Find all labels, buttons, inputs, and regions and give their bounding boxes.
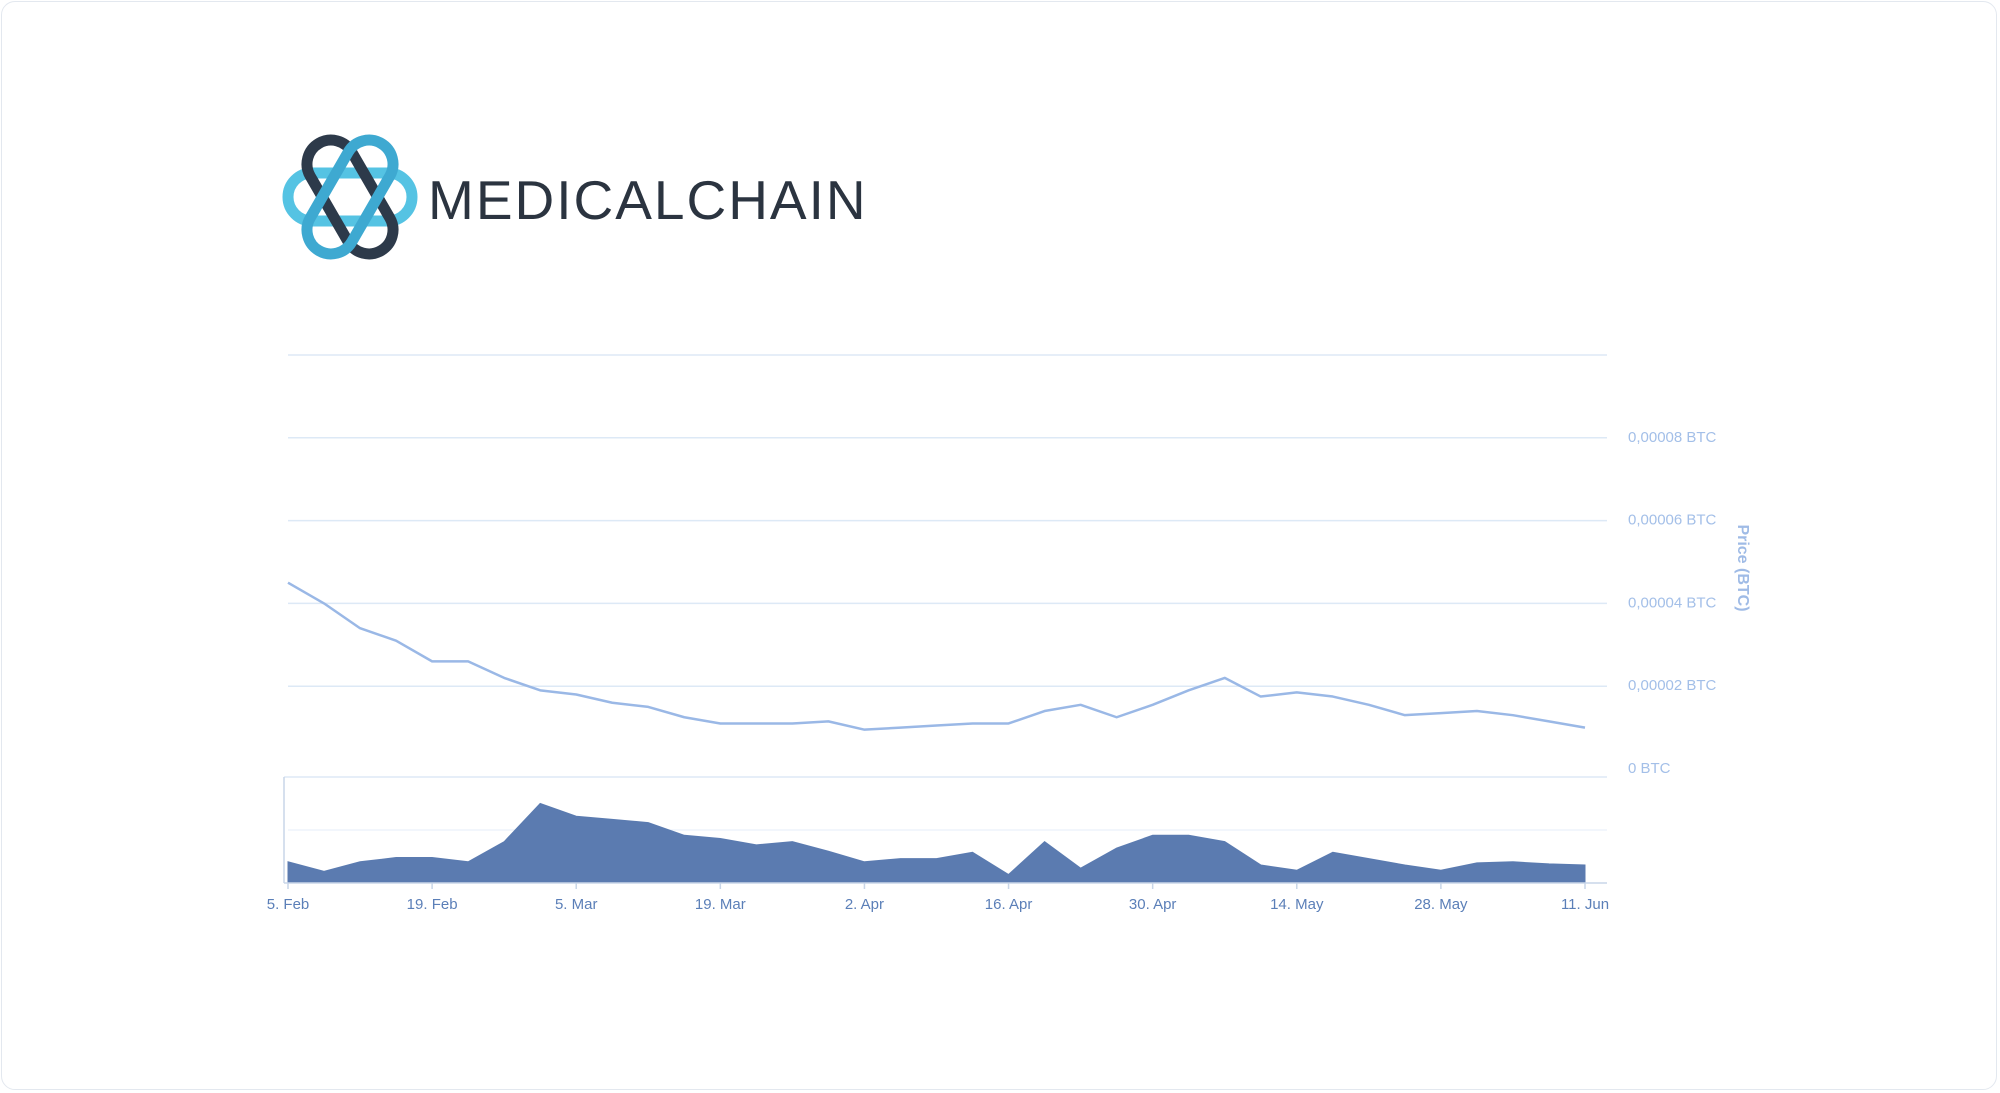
x-tick-label: 2. Apr: [845, 896, 884, 913]
x-tick-label: 30. Apr: [1129, 896, 1177, 913]
y-tick-label: 0,00006 BTC: [1628, 512, 1717, 529]
x-tick-label: 5. Mar: [555, 896, 598, 913]
logo-ring: [282, 167, 418, 227]
y-tick-label: 0,00004 BTC: [1628, 594, 1717, 611]
logo-ring: [301, 134, 399, 260]
x-tick-label: 19. Feb: [407, 896, 458, 913]
price-line: [287, 581, 1586, 731]
x-tick-label: 28. May: [1414, 896, 1468, 913]
y-tick-label: 0,00002 BTC: [1628, 677, 1717, 694]
x-tick-label: 14. May: [1270, 896, 1324, 913]
x-tick-label: 19. Mar: [695, 896, 746, 913]
x-tick-label: 11. Jun: [1561, 896, 1609, 913]
y-axis-title: Price (BTC): [1734, 524, 1751, 611]
volume-area: [287, 802, 1586, 884]
brand-name: MEDICALCHAIN: [428, 169, 868, 231]
logo-icon: [282, 134, 418, 260]
y-tick-label: 0,00008 BTC: [1628, 429, 1717, 446]
y-tick-label: 0 BTC: [1628, 760, 1671, 777]
x-tick-label: 5. Feb: [267, 896, 310, 913]
logo-ring: [301, 134, 399, 260]
x-tick-label: 16. Apr: [985, 896, 1033, 913]
